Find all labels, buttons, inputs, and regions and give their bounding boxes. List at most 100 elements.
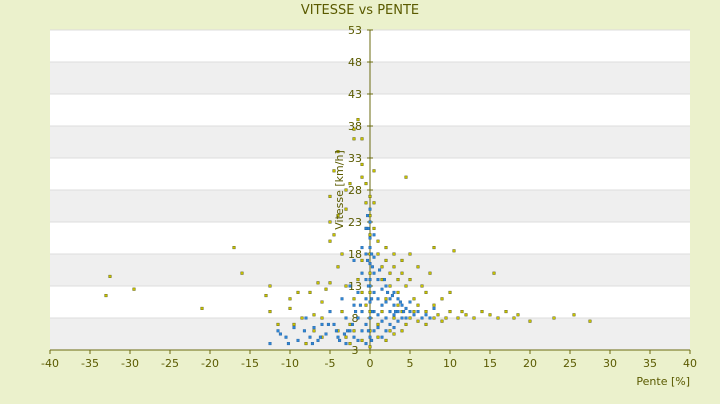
data-point xyxy=(364,201,368,205)
data-point xyxy=(288,297,292,301)
x-tick-label: -5 xyxy=(325,357,336,370)
data-point xyxy=(284,335,288,339)
y-tick-label: 38 xyxy=(348,120,362,133)
y-tick-label: 53 xyxy=(348,24,362,37)
data-point xyxy=(366,214,370,218)
data-point xyxy=(324,332,328,336)
data-point xyxy=(432,316,436,320)
data-point xyxy=(364,342,368,346)
data-point xyxy=(404,175,408,179)
data-point xyxy=(132,287,136,291)
data-point xyxy=(356,338,360,342)
data-point xyxy=(370,297,374,301)
data-point xyxy=(412,313,416,317)
data-point xyxy=(552,316,556,320)
data-point xyxy=(308,335,312,339)
data-point xyxy=(336,335,340,339)
data-point xyxy=(340,297,344,301)
data-point xyxy=(396,297,400,301)
data-point xyxy=(392,313,396,317)
data-point xyxy=(320,316,324,320)
data-point xyxy=(348,182,352,186)
data-point xyxy=(360,162,364,166)
data-point xyxy=(376,326,380,330)
data-point xyxy=(360,338,364,342)
data-point xyxy=(408,278,412,282)
data-point xyxy=(384,297,388,301)
data-point xyxy=(332,233,336,237)
data-point xyxy=(376,322,380,326)
data-point xyxy=(368,271,372,275)
data-point xyxy=(370,310,374,314)
data-point xyxy=(392,326,396,330)
data-point xyxy=(336,265,340,269)
data-point xyxy=(392,265,396,269)
x-tick-label: 25 xyxy=(563,357,577,370)
data-point xyxy=(380,303,384,307)
data-point xyxy=(388,297,392,301)
data-point xyxy=(328,281,332,285)
x-tick-label: -20 xyxy=(201,357,219,370)
data-point xyxy=(370,252,374,256)
plot-area xyxy=(50,29,690,351)
data-point xyxy=(464,313,468,317)
data-point xyxy=(388,329,392,333)
data-point xyxy=(312,329,316,333)
data-point xyxy=(318,335,322,339)
data-point xyxy=(352,137,356,141)
data-point xyxy=(416,303,420,307)
data-point xyxy=(366,258,370,262)
x-tick-label: 30 xyxy=(603,357,617,370)
data-point xyxy=(412,297,416,301)
data-point xyxy=(368,207,372,211)
data-point xyxy=(368,345,372,349)
data-point xyxy=(344,316,348,320)
data-point xyxy=(360,290,364,294)
data-point xyxy=(336,214,340,218)
x-tick-label: -35 xyxy=(81,357,99,370)
data-point xyxy=(326,322,330,326)
data-point xyxy=(384,284,388,288)
x-tick-label: -15 xyxy=(241,357,259,370)
data-point xyxy=(448,310,452,314)
data-point xyxy=(276,322,280,326)
data-point xyxy=(372,255,376,259)
data-point xyxy=(400,271,404,275)
data-point xyxy=(480,310,484,314)
data-point xyxy=(380,287,384,291)
data-point xyxy=(316,281,320,285)
data-point xyxy=(344,342,348,346)
data-point xyxy=(360,329,364,333)
data-point xyxy=(352,303,356,307)
data-point xyxy=(352,335,356,339)
data-point xyxy=(352,127,356,131)
data-point xyxy=(372,271,376,275)
data-point xyxy=(286,342,290,346)
y-tick-label: 28 xyxy=(348,184,362,197)
data-point xyxy=(364,252,368,256)
data-point xyxy=(310,342,314,346)
data-point xyxy=(392,332,396,336)
data-point xyxy=(380,310,384,314)
data-point xyxy=(380,319,384,323)
data-point xyxy=(268,284,272,288)
data-point xyxy=(432,303,436,307)
data-point xyxy=(368,220,372,224)
data-point xyxy=(492,271,496,275)
data-point xyxy=(364,303,368,307)
data-point xyxy=(368,262,372,266)
data-point xyxy=(424,290,428,294)
data-point xyxy=(344,284,348,288)
data-point xyxy=(332,169,336,173)
data-point xyxy=(572,313,576,317)
data-point xyxy=(504,310,508,314)
data-point xyxy=(456,316,460,320)
data-point xyxy=(404,322,408,326)
data-point xyxy=(420,284,424,288)
data-point xyxy=(388,310,392,314)
data-point xyxy=(360,258,364,262)
data-point xyxy=(440,297,444,301)
x-tick-label: -25 xyxy=(161,357,179,370)
